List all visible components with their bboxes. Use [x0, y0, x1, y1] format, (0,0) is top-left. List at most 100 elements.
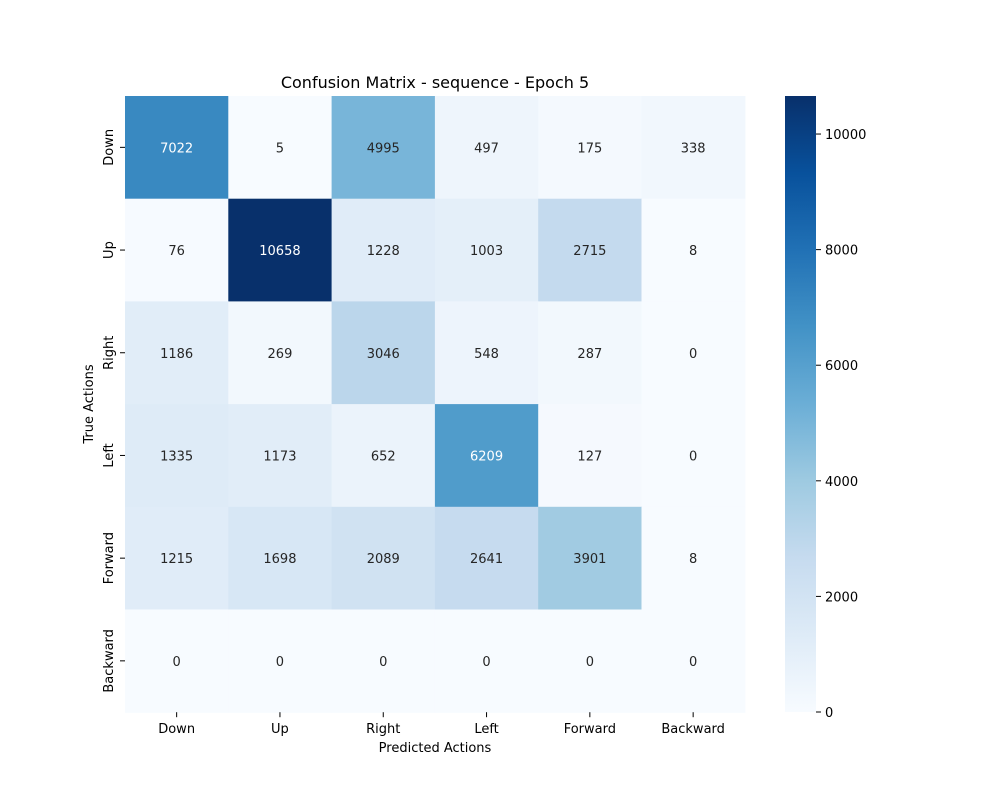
heatmap-cell-value: 0 [689, 347, 697, 362]
y-tick-label: Down [102, 129, 117, 166]
heatmap-cell [434, 301, 539, 405]
heatmap-cell-value: 2641 [470, 552, 503, 567]
y-tick-label: Up [102, 241, 117, 259]
colorbar-tick-label: 10000 [825, 128, 866, 143]
heatmap-cell [538, 198, 643, 302]
heatmap-cell [125, 404, 229, 508]
heatmap-cell-value: 0 [586, 655, 594, 670]
heatmap-cell-value: 287 [577, 347, 602, 362]
x-tick-label: Down [158, 722, 195, 737]
heatmap-cell [331, 96, 436, 200]
heatmap-cell [228, 301, 333, 405]
heatmap-cell [434, 404, 539, 508]
heatmap-cell-value: 4995 [367, 141, 400, 156]
heatmap-cell-value: 76 [168, 244, 185, 259]
heatmap-cell [641, 506, 746, 611]
heatmap-cell [331, 506, 436, 611]
colorbar: 0 2000 4000 6000 8000 10000 [785, 96, 866, 721]
heatmap-cell-value: 175 [577, 141, 602, 156]
heatmap-cells [125, 96, 746, 713]
heatmap-cell-value: 0 [276, 655, 284, 670]
colorbar-tick-label: 4000 [825, 475, 858, 490]
heatmap-cell-value: 1173 [263, 449, 296, 464]
y-tick-label: Forward [102, 532, 117, 584]
x-axis-label: Predicted Actions [379, 741, 492, 756]
heatmap-cell-value: 0 [379, 655, 387, 670]
heatmap-cell-value: 2089 [367, 552, 400, 567]
colorbar-tick-label: 8000 [825, 244, 858, 259]
colorbar-ticks: 0 2000 4000 6000 8000 10000 [816, 128, 866, 721]
heatmap-cell-value: 6209 [470, 449, 503, 464]
y-tick-label: Left [102, 443, 117, 467]
heatmap-cell [538, 609, 643, 713]
heatmap-cell [228, 609, 333, 713]
heatmap-cell [331, 301, 436, 405]
heatmap-cell-value: 1003 [470, 244, 503, 259]
heatmap-cell [228, 96, 333, 200]
heatmap-cell-labels: 7022 5 4995 497 175 338 76 10658 1228 1003 2715 8 11… [160, 141, 706, 670]
heatmap-cell-value: 3046 [367, 347, 400, 362]
heatmap-cell-value: 1215 [160, 552, 193, 567]
heatmap-cell-value: 7022 [160, 141, 193, 156]
heatmap-cell [331, 198, 436, 302]
y-axis: Down Up Right Left Forward Backward [102, 129, 125, 693]
heatmap-cell [538, 506, 643, 611]
heatmap-cell [331, 609, 436, 713]
heatmap-cell-value: 338 [681, 141, 706, 156]
heatmap-cell-value: 0 [482, 655, 490, 670]
heatmap-cell-value: 127 [577, 449, 602, 464]
heatmap-cell [125, 301, 229, 405]
heatmap-cell [641, 301, 746, 405]
heatmap-cell [125, 506, 229, 611]
heatmap-cell [434, 609, 539, 713]
heatmap-cell-value: 497 [474, 141, 499, 156]
heatmap-cell-value: 1698 [263, 552, 296, 567]
heatmap-cell-value: 2715 [573, 244, 606, 259]
heatmap-cell [538, 404, 643, 508]
heatmap-cell [538, 301, 643, 405]
heatmap-cell [641, 96, 746, 200]
colorbar-tick-label: 2000 [825, 590, 858, 605]
x-tick-label: Left [474, 722, 498, 737]
heatmap-cell [434, 198, 539, 302]
x-axis: Down Up Right Left Forward Backward [158, 712, 725, 737]
heatmap-cell-value: 3901 [573, 552, 606, 567]
chart-title: Confusion Matrix - sequence - Epoch 5 [281, 73, 589, 92]
heatmap-cell-value: 0 [173, 655, 181, 670]
heatmap-cell [228, 404, 333, 508]
heatmap-cell-value: 10658 [259, 244, 300, 259]
heatmap-cell-value: 8 [689, 552, 697, 567]
heatmap-cell [125, 198, 229, 302]
heatmap-cell [641, 198, 746, 302]
heatmap-cell [538, 96, 643, 200]
heatmap-cell [641, 404, 746, 508]
heatmap-cell-value: 1186 [160, 347, 193, 362]
heatmap-cell-value: 269 [268, 347, 293, 362]
heatmap-cell-value: 5 [276, 141, 284, 156]
x-tick-label: Right [366, 722, 400, 737]
x-tick-label: Up [271, 722, 289, 737]
heatmap-cell [641, 609, 746, 713]
heatmap-cell [331, 404, 436, 508]
y-tick-label: Right [102, 336, 117, 370]
heatmap-cell [434, 506, 539, 611]
heatmap-cell [228, 198, 333, 302]
x-tick-label: Forward [564, 722, 616, 737]
heatmap-cell-value: 1335 [160, 449, 193, 464]
colorbar-tick-label: 0 [825, 706, 833, 721]
heatmap-cell-value: 0 [689, 449, 697, 464]
y-axis-label: True Actions [82, 364, 97, 444]
y-tick-label: Backward [102, 629, 117, 693]
heatmap-cell [125, 96, 229, 200]
heatmap-cell [228, 506, 333, 611]
heatmap-cell [125, 609, 229, 713]
heatmap-cell-value: 0 [689, 655, 697, 670]
heatmap-cell-value: 8 [689, 244, 697, 259]
colorbar-gradient [785, 96, 816, 712]
heatmap-cell-value: 1228 [367, 244, 400, 259]
heatmap-cell-value: 652 [371, 449, 396, 464]
colorbar-tick-label: 6000 [825, 359, 858, 374]
heatmap-cell-value: 548 [474, 347, 499, 362]
x-tick-label: Backward [661, 722, 725, 737]
